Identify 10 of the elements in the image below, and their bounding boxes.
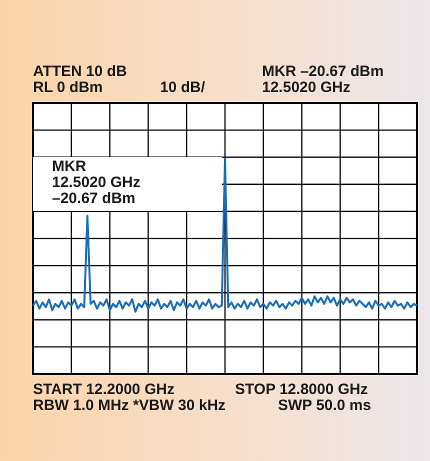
text: RBW 1.0 MHz *VBW 30 kHz (33, 397, 226, 414)
text: 12.5020 GHz (262, 79, 350, 96)
text: ATTEN 10 dB (33, 63, 127, 80)
readout-box: MKR 12.5020 GHz –20.67 dBm (33, 157, 222, 211)
text: MKR –20.67 dBm (262, 63, 384, 80)
text: RL 0 dBm (33, 79, 103, 96)
text: START 12.2000 GHz (33, 381, 174, 398)
text: STOP 12.8000 GHz (235, 381, 368, 398)
text: 10 dB/ (160, 79, 206, 96)
text: SWP 50.0 ms (278, 397, 372, 414)
